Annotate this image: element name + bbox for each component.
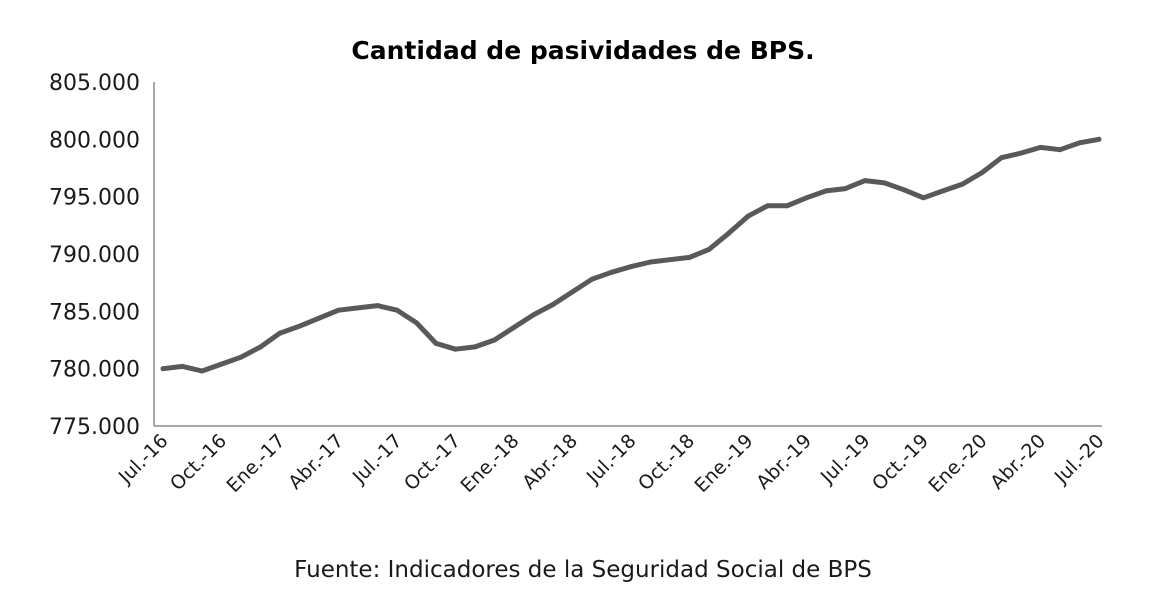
y-tick-label: 780.000 [49,358,140,383]
series-line [160,136,1102,374]
data-point [589,276,595,282]
x-tick-label: Jul.-18 [582,430,641,489]
data-point [1018,150,1024,156]
x-tick-label: Abr.-18 [518,430,582,494]
data-point [1038,145,1043,150]
data-point [414,320,419,326]
data-point [901,187,907,193]
data-point [882,180,887,186]
data-point [1096,136,1102,142]
x-tick-label: Jul.-19 [816,430,875,489]
data-point [472,344,478,350]
y-tick-label: 795.000 [49,186,140,211]
data-point [784,203,790,209]
data-point [648,259,653,265]
y-tick-label: 805.000 [49,71,140,96]
data-point [492,337,497,343]
data-point [706,247,712,252]
data-point [550,302,556,307]
data-point [316,315,322,321]
x-tick-label: Oct.-18 [634,430,699,495]
x-tick-label: Jul.-20 [1050,430,1109,489]
data-point [570,289,575,295]
data-point [960,181,965,187]
x-tick-label: Oct.-16 [166,430,231,495]
data-point [804,195,809,201]
data-point [745,213,751,219]
data-point [531,312,536,318]
data-point [160,366,166,372]
data-point [823,188,829,194]
source-note: Fuente: Indicadores de la Seguridad Soci… [294,557,872,583]
data-point [628,264,634,269]
data-point [1057,147,1063,153]
x-tick-label: Abr.-20 [986,430,1050,494]
y-tick-label: 785.000 [49,300,140,325]
data-point [219,361,224,367]
data-point [667,257,673,263]
chart-title: Cantidad de pasividades de BPS. [351,36,814,65]
data-point [453,346,458,352]
x-tick-label: Ene.-18 [456,430,523,497]
data-point [726,231,731,236]
data-point [277,330,283,336]
data-point [238,354,244,360]
data-point [433,341,439,346]
y-tick-label: 775.000 [49,415,140,440]
data-point [394,307,400,313]
x-tick-label: Ene.-17 [222,430,289,497]
x-tick-label: Abr.-19 [752,430,816,494]
data-point [921,195,926,201]
data-point [180,364,185,369]
data-point [999,155,1004,161]
data-point [258,344,263,350]
data-point [511,325,517,330]
data-point [687,255,692,260]
x-tick-label: Abr.-17 [284,430,348,494]
data-point [940,188,946,194]
x-tick-label: Ene.-20 [924,430,991,497]
y-tick-label: 800.000 [49,128,140,153]
data-point [297,323,302,329]
y-axis-tick-labels: 775.000 780.000 785.000 790.000 795.000 800.0… [49,71,140,440]
data-point [355,305,361,311]
data-point [843,186,848,192]
data-point [765,203,770,209]
data-point [199,368,205,374]
data-point [1077,140,1082,146]
x-tick-label: Ene.-19 [690,430,757,497]
series-group [160,136,1102,374]
x-tick-label: Oct.-17 [400,430,465,495]
data-point [979,170,985,176]
x-tick-label: Jul.-17 [348,430,407,489]
data-point [609,269,614,275]
data-point [336,307,341,313]
y-tick-label: 790.000 [49,243,140,268]
x-tick-label: Oct.-19 [868,430,933,495]
data-point [862,178,868,184]
data-point [375,303,380,308]
